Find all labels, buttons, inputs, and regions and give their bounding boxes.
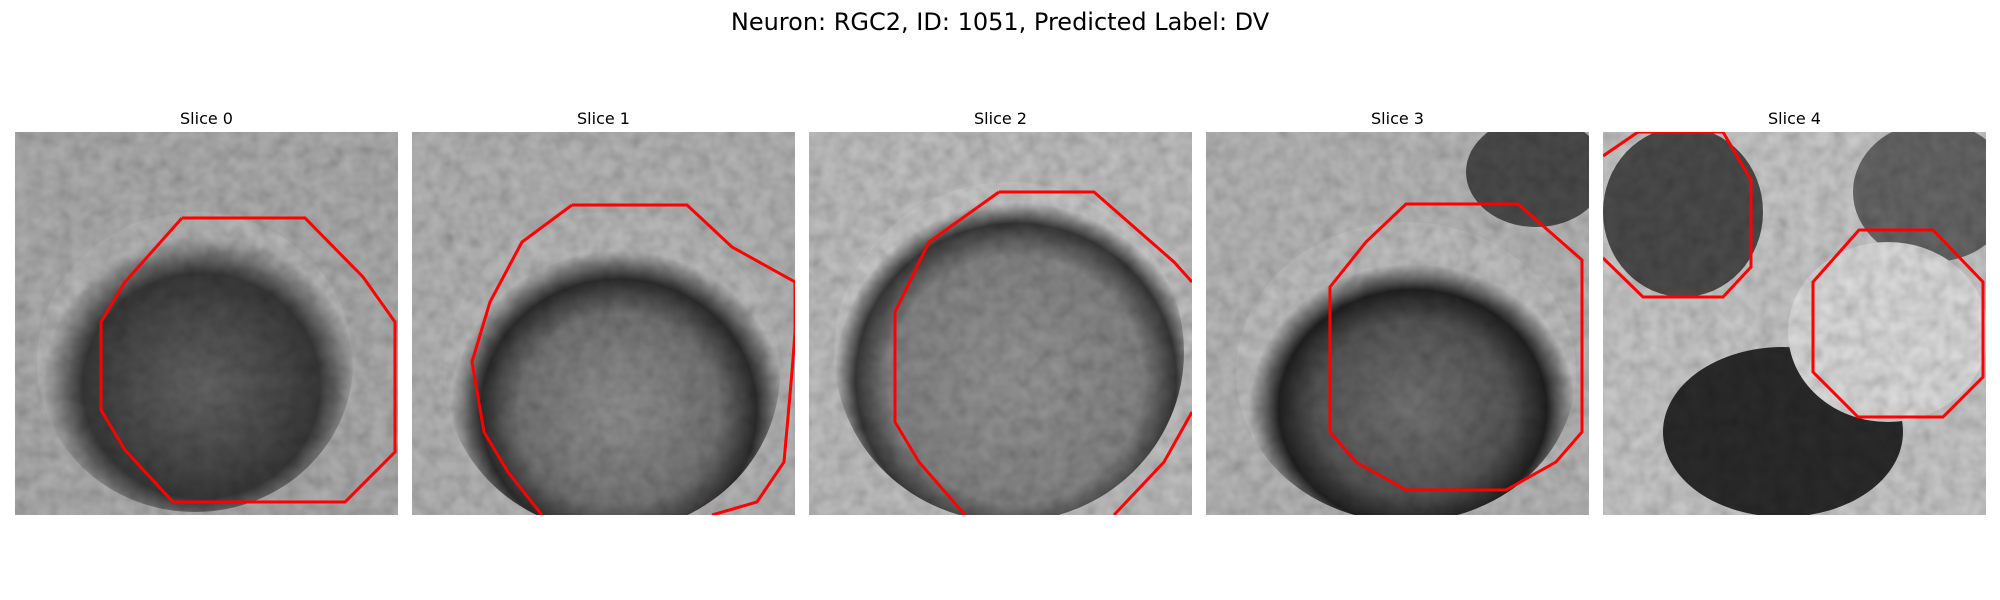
figure-title: Neuron: RGC2, ID: 1051, Predicted Label:…	[0, 6, 2000, 38]
slice-panel-4: Slice 4	[1603, 106, 1986, 515]
texture-noise	[15, 132, 398, 515]
texture-noise	[1206, 132, 1589, 515]
slice-panel-2: Slice 2	[809, 106, 1192, 515]
slice-image-1	[412, 132, 795, 515]
slice-image-3	[1206, 132, 1589, 515]
slice-panel-0: Slice 0	[15, 106, 398, 515]
slice-title-3: Slice 3	[1206, 106, 1589, 132]
slice-title-4: Slice 4	[1603, 106, 1986, 132]
texture-noise	[809, 132, 1192, 515]
slice-title-0: Slice 0	[15, 106, 398, 132]
slice-image-4	[1603, 132, 1986, 515]
slice-image-0	[15, 132, 398, 515]
slice-image-2	[809, 132, 1192, 515]
slice-panel-1: Slice 1	[412, 106, 795, 515]
texture-noise	[412, 132, 795, 515]
slice-panel-3: Slice 3	[1206, 106, 1589, 515]
texture-noise	[1603, 132, 1986, 515]
slice-title-1: Slice 1	[412, 106, 795, 132]
slice-title-2: Slice 2	[809, 106, 1192, 132]
